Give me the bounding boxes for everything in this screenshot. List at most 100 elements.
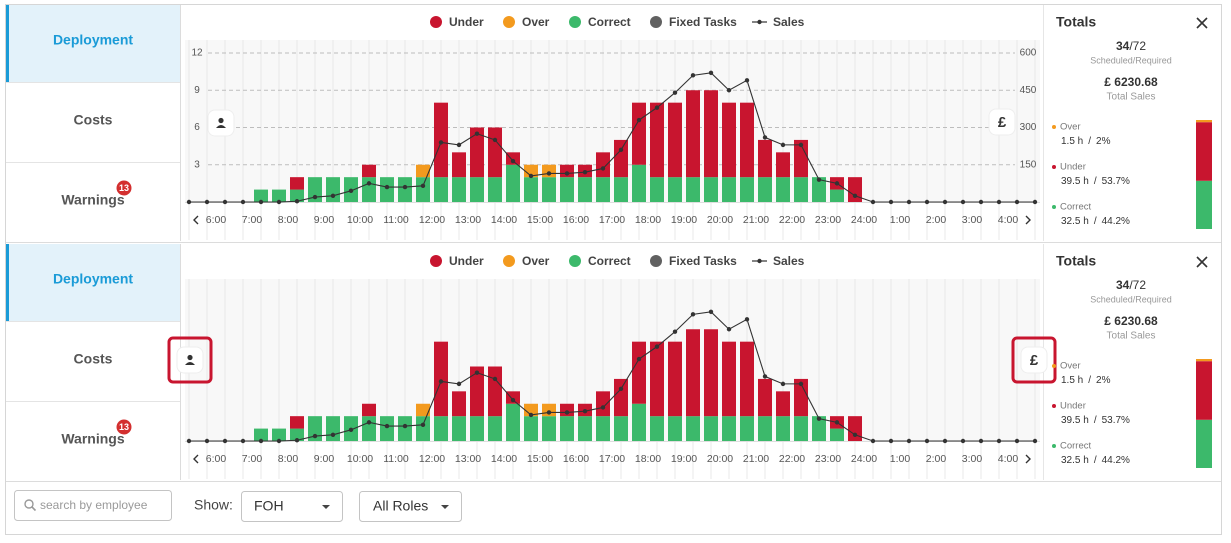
search-box[interactable] <box>14 490 172 521</box>
breakdown-dot <box>1052 165 1056 169</box>
bar-segment <box>632 403 646 441</box>
bar-segment <box>812 177 826 202</box>
sales-point <box>1014 199 1020 205</box>
sales-point <box>240 199 246 205</box>
tab[interactable] <box>6 5 180 82</box>
scroll-right[interactable] <box>1025 215 1031 225</box>
percent: 44.2% <box>1102 216 1130 227</box>
x-tick-label: 6:00 <box>206 453 227 465</box>
sales-point <box>654 344 660 349</box>
totals-bar-segment <box>1196 180 1212 229</box>
sales-point <box>546 171 552 176</box>
bar-segment <box>488 177 502 202</box>
search-icon <box>24 499 34 509</box>
person-icon <box>185 362 195 365</box>
sales-button[interactable] <box>988 108 1016 136</box>
bar-segment <box>668 416 682 441</box>
sales-point <box>762 135 768 140</box>
tab[interactable] <box>6 165 180 242</box>
sales-point <box>330 432 336 437</box>
tab[interactable] <box>6 85 180 162</box>
bar-segment <box>470 416 484 441</box>
breakdown-value: 1.5 h / 2% <box>1061 375 1111 386</box>
tab[interactable] <box>6 404 180 481</box>
sales-point <box>690 312 696 317</box>
required: 72 <box>1133 39 1147 53</box>
bar-segment <box>794 378 808 417</box>
x-tick-label: 20:00 <box>707 453 733 465</box>
bar-segment <box>686 90 700 178</box>
sales-point <box>600 405 606 410</box>
bar-segment <box>740 177 754 202</box>
sales-point <box>294 438 300 443</box>
tab-label: Warnings <box>61 431 124 447</box>
frame <box>5 4 1222 535</box>
legend-label: Under <box>449 15 484 29</box>
bar-segment <box>758 139 772 178</box>
tab[interactable] <box>6 324 180 401</box>
sales-point <box>348 188 354 194</box>
bar-segment <box>416 416 430 441</box>
tab[interactable] <box>6 244 180 321</box>
bar-segment <box>704 177 718 202</box>
dropdown-arrow <box>322 505 330 509</box>
x-tick-label: 15:00 <box>527 453 553 465</box>
legend-label: Correct <box>588 15 631 29</box>
bar-segment <box>704 329 718 417</box>
x-tick-label: 4:00 <box>998 214 1019 226</box>
sales-point <box>816 177 822 182</box>
totals-title: Totals <box>1056 253 1096 269</box>
sales-point <box>798 381 804 387</box>
close-button[interactable] <box>1196 17 1208 29</box>
sales-point <box>618 147 624 153</box>
sales-point <box>942 438 948 444</box>
x-tick-label: 13:00 <box>455 453 481 465</box>
tab-indicator <box>6 244 9 321</box>
y2-tick-label: 600 <box>1020 48 1037 59</box>
sales-point <box>1032 199 1038 205</box>
close-button[interactable] <box>1196 256 1208 268</box>
sales-point <box>186 199 192 205</box>
roles-dropdown[interactable] <box>359 491 462 522</box>
show-label: Show: <box>194 497 233 513</box>
sales-point <box>348 427 354 433</box>
x-tick-label: 21:00 <box>743 214 769 226</box>
sales-point <box>258 199 264 205</box>
bar-segment <box>686 416 700 441</box>
sales-point <box>312 433 318 439</box>
scroll-left[interactable] <box>193 215 199 225</box>
x-tick-label: 2:00 <box>926 453 947 465</box>
bar-segment <box>578 177 592 202</box>
x-tick-label: 11:00 <box>383 453 409 465</box>
sales-point <box>924 438 930 444</box>
person-icon <box>216 125 226 128</box>
plot-area <box>185 279 1040 442</box>
bar-segment <box>398 177 412 202</box>
sales-button[interactable] <box>1020 346 1048 374</box>
scroll-right[interactable] <box>1025 454 1031 464</box>
person-icon <box>187 354 193 361</box>
sales-point <box>978 438 984 444</box>
sales-point <box>870 199 876 205</box>
bar-segment <box>650 416 664 441</box>
location-dropdown[interactable] <box>241 491 343 522</box>
x-tick-label: 9:00 <box>314 214 335 226</box>
sales-point <box>474 370 480 375</box>
bar-segment <box>668 177 682 202</box>
legend-label: Sales <box>773 254 805 268</box>
breakdown-dot <box>1052 125 1056 129</box>
breakdown-value: 1.5 h / 2% <box>1061 136 1111 147</box>
bar-segment <box>362 164 376 178</box>
bar-segment <box>290 428 304 441</box>
sales-point <box>222 438 228 444</box>
scroll-left[interactable] <box>193 454 199 464</box>
bar-segment <box>686 177 700 202</box>
bar-segment <box>308 416 322 441</box>
x-tick-label: 12:00 <box>419 214 445 226</box>
bar-segment <box>434 416 448 441</box>
bar-segment <box>740 102 754 178</box>
sales-point <box>726 88 732 93</box>
legend-swatch <box>430 255 442 267</box>
separator: / <box>1094 216 1097 227</box>
sales-point <box>492 137 498 143</box>
